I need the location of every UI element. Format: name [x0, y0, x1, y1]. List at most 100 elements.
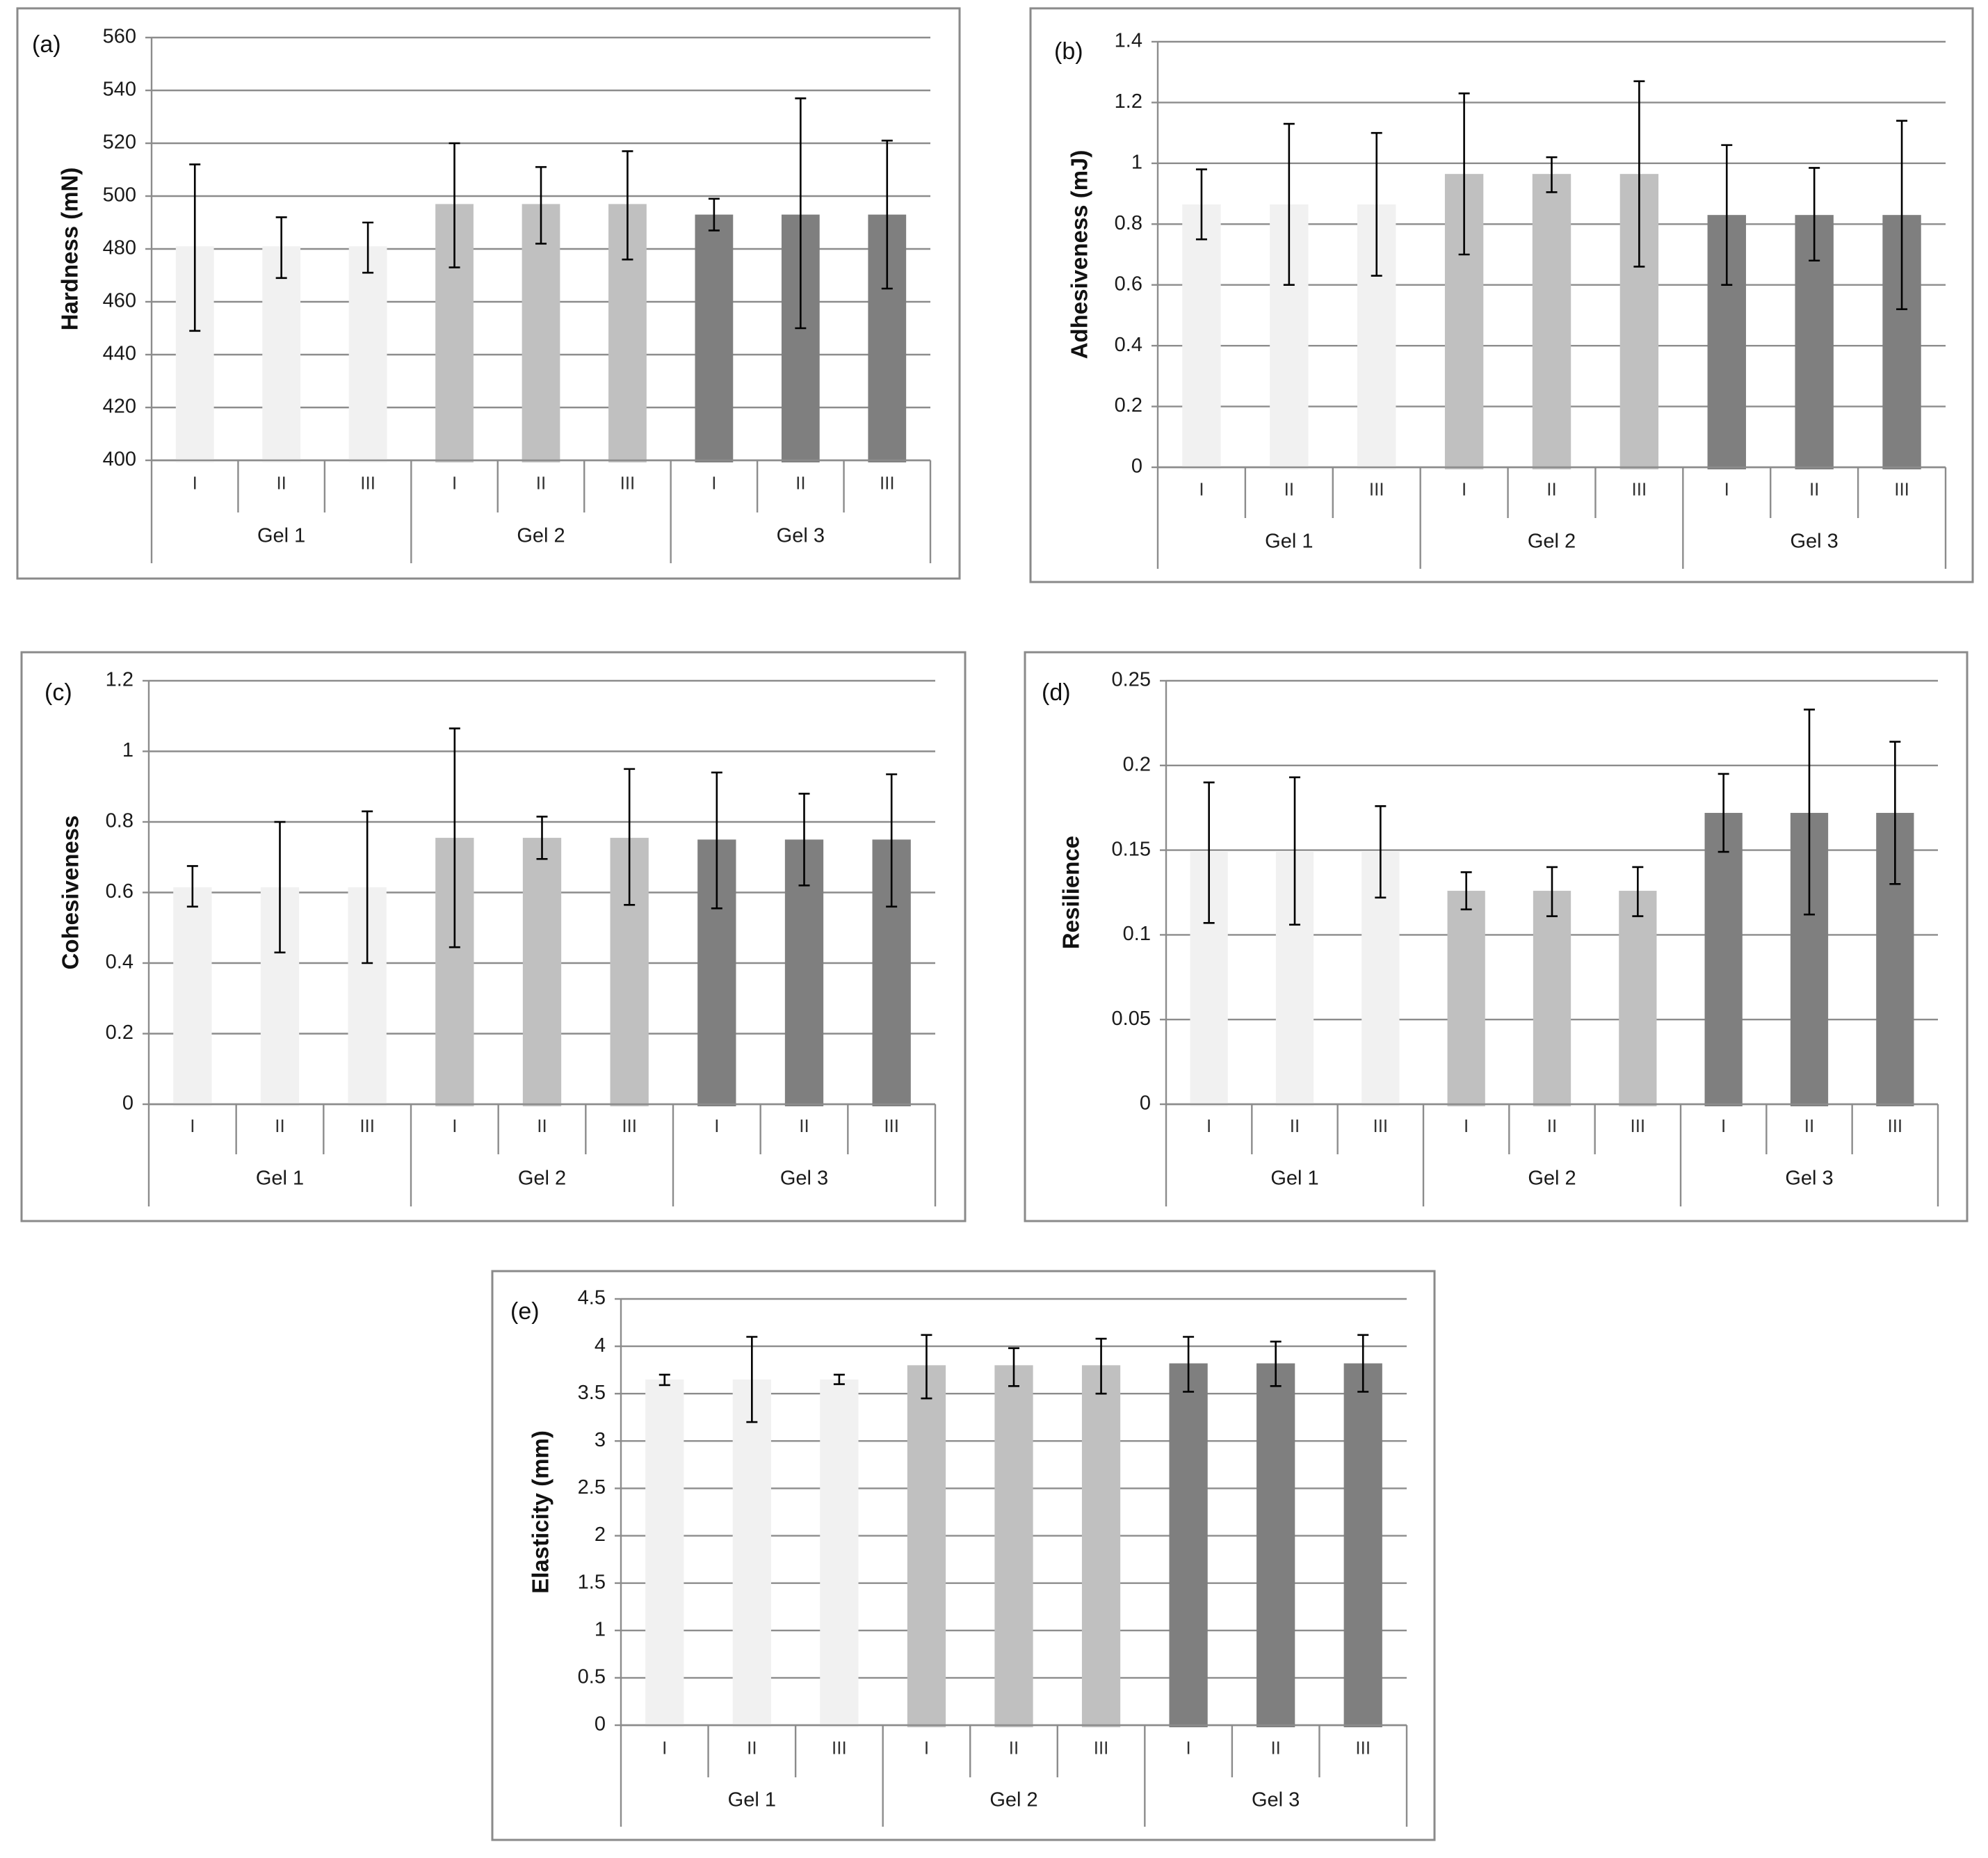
- category-label: III: [1355, 1737, 1371, 1758]
- y-tick-label: 1.5: [578, 1571, 606, 1593]
- category-label: I: [1199, 478, 1204, 499]
- bar: [1704, 813, 1743, 1106]
- y-tick-label: 1: [122, 739, 134, 761]
- category-label: II: [1009, 1737, 1019, 1758]
- category-label: I: [452, 1115, 457, 1136]
- y-tick-label: 1: [595, 1618, 606, 1640]
- error-bar: [1896, 120, 1908, 310]
- panel-label: (b): [1054, 38, 1083, 65]
- y-tick-label: 0.2: [1123, 753, 1151, 775]
- y-tick-label: 0.4: [1115, 334, 1142, 356]
- bar: [1256, 1363, 1295, 1727]
- group-label: Gel 2: [518, 1168, 566, 1190]
- category-label: II: [536, 472, 546, 493]
- category-label: I: [190, 1115, 195, 1136]
- category-label: II: [747, 1737, 757, 1758]
- category-label: I: [452, 472, 457, 493]
- category-label: III: [622, 1115, 637, 1136]
- category-label: III: [1369, 478, 1384, 499]
- error-bar: [536, 816, 548, 860]
- group-label: Gel 3: [1791, 531, 1839, 553]
- error-bar: [795, 97, 807, 330]
- error-bar: [798, 793, 810, 887]
- category-label: I: [1186, 1737, 1190, 1758]
- error-bar: [881, 139, 893, 290]
- y-tick-label: 0.2: [1115, 394, 1142, 417]
- y-tick-label: 1.4: [1115, 30, 1142, 52]
- group-label: Gel 2: [1528, 531, 1576, 553]
- chart-panel: (e) Elasticity (mm) 0 0.5 1 1.5 2 2.5 3 3.5 4 4.5 Ge…: [491, 1270, 1436, 1841]
- chart-panel: (a) Hardness (mN) 400 420 440 460 480 500 520 540…: [16, 7, 961, 580]
- bar: [1532, 174, 1571, 469]
- error-bar: [535, 165, 547, 245]
- group-label: Gel 1: [257, 525, 305, 547]
- panel-label: (c): [45, 679, 72, 706]
- error-bar: [1283, 122, 1295, 286]
- category-label: III: [359, 1115, 375, 1136]
- group-label: Gel 3: [780, 1168, 828, 1190]
- category-label: II: [1284, 478, 1294, 499]
- y-tick-label: 0.8: [106, 810, 134, 832]
- error-bar: [746, 1336, 758, 1423]
- category-label: II: [537, 1115, 547, 1136]
- group-label: Gel 3: [777, 525, 825, 547]
- error-bar: [274, 821, 286, 954]
- y-tick-label: 0: [1140, 1092, 1151, 1115]
- y-tick-label: 1.2: [106, 669, 134, 691]
- category-label: II: [795, 472, 805, 493]
- group-label: Gel 1: [256, 1168, 304, 1190]
- y-tick-label: 0.05: [1112, 1008, 1151, 1030]
- error-bar: [1375, 805, 1387, 899]
- error-bar: [1632, 866, 1644, 917]
- y-tick-label: 400: [103, 449, 136, 471]
- error-bar: [1633, 80, 1645, 268]
- bar: [1533, 891, 1571, 1106]
- bar: [1169, 1363, 1208, 1727]
- category-label: III: [1373, 1115, 1388, 1136]
- y-axis-label: Hardness (mN): [57, 168, 83, 331]
- error-bar: [1809, 167, 1820, 262]
- bar: [732, 1379, 771, 1727]
- error-bar: [448, 142, 460, 268]
- group-label: Gel 1: [1265, 531, 1313, 553]
- error-bar: [1546, 156, 1558, 193]
- error-bar: [189, 163, 201, 332]
- category-label: I: [1724, 478, 1729, 499]
- bar: [1182, 204, 1221, 469]
- y-tick-label: 500: [103, 184, 136, 207]
- category-label: II: [1547, 1115, 1557, 1136]
- error-bar: [1008, 1347, 1019, 1387]
- y-tick-label: 4: [595, 1334, 606, 1357]
- category-label: II: [275, 1115, 284, 1136]
- error-bar: [1203, 781, 1215, 924]
- category-label: I: [662, 1737, 667, 1758]
- error-bar: [1718, 773, 1729, 853]
- bar: [820, 1379, 859, 1727]
- error-bar: [1371, 131, 1382, 277]
- category-label: III: [880, 472, 895, 493]
- y-tick-label: 0.6: [1115, 273, 1142, 295]
- category-label: I: [1721, 1115, 1726, 1136]
- y-tick-label: 480: [103, 237, 136, 259]
- error-bar: [711, 771, 722, 910]
- error-bar: [1357, 1334, 1369, 1393]
- bar: [645, 1379, 684, 1727]
- group-label: Gel 1: [1270, 1168, 1318, 1190]
- y-tick-label: 0: [122, 1092, 134, 1115]
- bar: [907, 1365, 946, 1727]
- panel-frame: [20, 651, 967, 1222]
- error-bar: [1546, 866, 1558, 917]
- panel-label: (d): [1042, 679, 1071, 706]
- category-label: I: [714, 1115, 719, 1136]
- category-label: I: [711, 472, 716, 493]
- error-bar: [1804, 709, 1815, 916]
- category-label: III: [1094, 1737, 1109, 1758]
- error-bar: [275, 216, 287, 280]
- category-label: II: [276, 472, 286, 493]
- group-label: Gel 2: [517, 525, 565, 547]
- category-label: II: [1546, 478, 1556, 499]
- bar: [522, 837, 562, 1106]
- bar: [1343, 1363, 1382, 1727]
